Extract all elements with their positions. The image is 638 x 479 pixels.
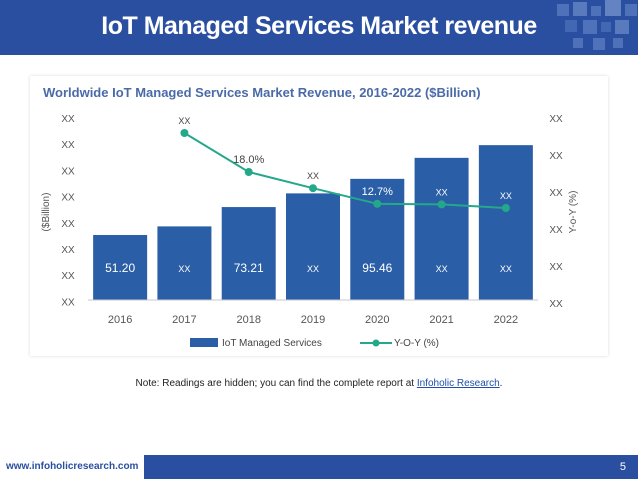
note-text: Note: Readings are hidden; you can find … (0, 378, 638, 389)
infoholic-research-link[interactable]: Infoholic Research (416, 378, 500, 389)
category-label: 2022 (494, 314, 518, 326)
bar-2019 (286, 193, 340, 300)
yoy-data-label: XX (307, 171, 319, 181)
left-axis-tick: XX (61, 297, 75, 308)
legend-bar-swatch (190, 338, 218, 347)
right-axis-tick: XX (549, 188, 563, 199)
bar-data-label: XX (307, 264, 319, 274)
footer-bar: www.infoholicresearch.com 5 (0, 455, 638, 479)
right-axis-tick: XX (549, 151, 563, 162)
bar-2017 (157, 226, 212, 300)
note-suffix: . (499, 378, 503, 389)
yoy-data-label: XX (178, 116, 190, 126)
category-label: 2017 (172, 314, 196, 326)
note-prefix: Note: Readings are hidden; you can find … (135, 378, 417, 389)
category-label: 2019 (301, 314, 325, 326)
chart-title: Worldwide IoT Managed Services Market Re… (43, 85, 481, 100)
slide-title: IoT Managed Services Market revenue (101, 12, 537, 40)
yoy-line (183, 132, 506, 209)
footer-url[interactable]: www.infoholicresearch.com (0, 455, 144, 479)
category-label: 2020 (365, 314, 389, 326)
category-label: 2016 (108, 314, 132, 326)
decorative-squares-icon (557, 0, 637, 50)
page-number: 5 (619, 461, 626, 473)
yoy-point-2021 (437, 200, 446, 209)
yoy-data-label: XX (500, 191, 512, 201)
bar-data-label: XX (178, 264, 190, 274)
left-axis-tick: XX (61, 271, 75, 282)
yoy-point-2018 (244, 168, 253, 176)
right-axis-tick: XX (549, 225, 563, 236)
yoy-point-2022 (501, 204, 510, 212)
yoy-data-label: XX (436, 187, 448, 197)
left-axis-tick: XX (61, 193, 75, 204)
legend-line-marker (372, 339, 380, 347)
left-axis-tick: XX (61, 219, 75, 230)
legend-line-label: Y-O-Y (%) (394, 338, 439, 349)
bar-data-label: 95.46 (362, 261, 392, 275)
y-axis-label: ($Billion) (41, 193, 52, 232)
bar-data-label: 51.20 (105, 261, 135, 275)
left-axis-tick: XX (61, 166, 75, 177)
category-label: 2021 (429, 314, 453, 326)
title-bar: IoT Managed Services Market revenue (0, 0, 638, 55)
bar-data-label: XX (500, 264, 512, 274)
yoy-data-label: 12.7% (362, 186, 393, 198)
left-axis-tick: XX (61, 245, 75, 256)
bar-2021 (414, 157, 469, 300)
revenue-chart: XX XX XX XX XX XX XX XX XX XX XX XX XX XX ($Billion) Y-… (41, 114, 579, 349)
yoy-point-2020 (373, 199, 382, 208)
bar-data-label: XX (436, 264, 448, 274)
right-axis-tick: XX (549, 114, 563, 125)
right-axis-tick: XX (549, 262, 563, 273)
yoy-point-2017 (180, 129, 189, 137)
left-axis-tick: XX (61, 140, 75, 151)
bar-data-label: 73.21 (234, 261, 264, 275)
bar-2018 (221, 207, 276, 300)
left-axis-tick: XX (61, 114, 75, 125)
bar-2022 (478, 145, 533, 300)
category-label: 2018 (236, 314, 260, 326)
legend-bar-label: IoT Managed Services (222, 338, 322, 349)
yoy-data-label: 18.0% (233, 154, 264, 166)
y2-axis-label: Y-o-Y (%) (568, 191, 579, 234)
right-axis-tick: XX (549, 299, 563, 310)
bar-2016 (93, 235, 148, 300)
yoy-point-2019 (309, 184, 317, 193)
